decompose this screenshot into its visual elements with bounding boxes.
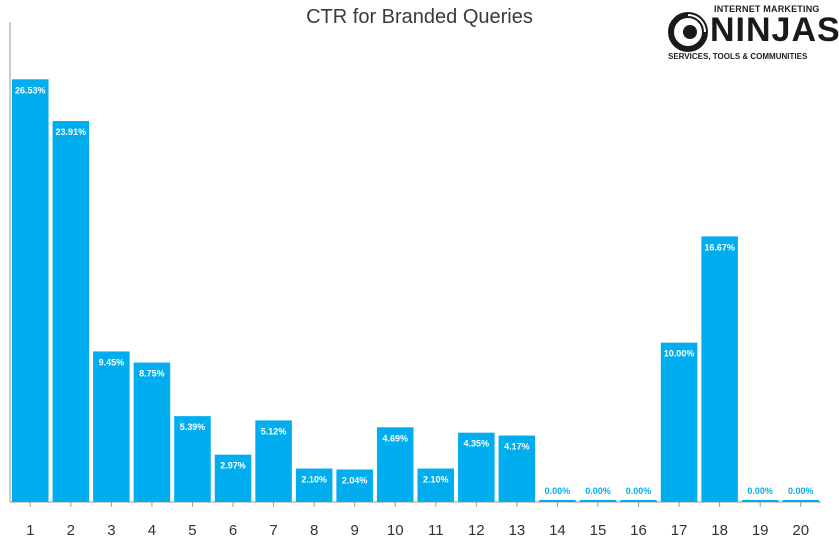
x-tick-label-13: 13	[509, 522, 526, 539]
bar-2	[52, 121, 90, 502]
data-label-13: 4.17%	[504, 442, 530, 452]
logo-main-text: NINJAS	[710, 11, 839, 49]
x-tick-label-20: 20	[792, 522, 809, 539]
x-tick-label-18: 18	[711, 522, 728, 539]
bar-4	[133, 362, 171, 502]
bar-10	[376, 427, 414, 502]
bar-8	[295, 468, 333, 502]
data-label-3: 9.45%	[99, 357, 125, 367]
bar-11	[417, 468, 455, 502]
data-label-15: 0.00%	[585, 486, 611, 496]
data-label-12: 4.35%	[464, 439, 490, 449]
data-label-9: 2.04%	[342, 475, 368, 485]
bar-16	[620, 500, 657, 502]
bar-17	[660, 342, 698, 502]
logo-sub-text: SERVICES, TOOLS & COMMUNITIES	[668, 52, 808, 61]
x-tick-label-17: 17	[671, 522, 688, 539]
data-label-17: 10.00%	[664, 349, 695, 359]
x-tick-label-5: 5	[188, 522, 196, 539]
x-tick-label-12: 12	[468, 522, 485, 539]
x-tick-label-9: 9	[351, 522, 359, 539]
data-label-19: 0.00%	[747, 486, 773, 496]
bar-9	[336, 469, 373, 502]
data-label-7: 5.12%	[261, 426, 287, 436]
data-label-10: 4.69%	[382, 433, 408, 443]
x-tick-label-11: 11	[428, 522, 444, 539]
x-tick-label-19: 19	[752, 522, 769, 539]
bar-5	[174, 416, 211, 502]
x-tick-label-8: 8	[310, 522, 318, 539]
bar-12	[458, 432, 495, 502]
x-tick-label-6: 6	[229, 522, 237, 539]
x-tick-label-4: 4	[148, 522, 156, 539]
bar-20	[782, 500, 819, 502]
data-label-2: 23.91%	[56, 127, 87, 137]
data-label-11: 2.10%	[423, 475, 449, 485]
x-tick-label-1: 1	[26, 522, 34, 539]
bar-7	[255, 420, 292, 502]
data-label-16: 0.00%	[626, 486, 652, 496]
data-label-8: 2.10%	[301, 475, 327, 485]
x-tick-label-16: 16	[630, 522, 647, 539]
logo-top-text: INTERNET MARKETING	[714, 4, 820, 14]
x-tick-label-2: 2	[67, 522, 75, 539]
x-tick-label-7: 7	[269, 522, 277, 539]
bar-15	[579, 500, 617, 502]
bar-13	[498, 435, 536, 502]
data-label-14: 0.00%	[545, 486, 571, 496]
x-tick-label-15: 15	[590, 522, 607, 539]
x-tick-label-10: 10	[387, 522, 404, 539]
chart-title: CTR for Branded Queries	[306, 6, 533, 28]
bar-14	[539, 500, 576, 502]
x-tick-label-14: 14	[549, 522, 566, 539]
data-label-6: 2.97%	[220, 461, 246, 471]
bar-1	[12, 79, 49, 502]
x-tick-label-3: 3	[107, 522, 115, 539]
data-label-20: 0.00%	[788, 486, 814, 496]
bar-6	[214, 454, 252, 502]
bar-18	[701, 236, 738, 502]
data-label-5: 5.39%	[180, 422, 206, 432]
data-label-1: 26.53%	[15, 85, 46, 95]
data-label-18: 16.67%	[704, 242, 735, 252]
bar-3	[93, 351, 130, 502]
spiral-icon	[668, 12, 708, 52]
data-label-4: 8.75%	[139, 369, 165, 379]
bar-19	[741, 500, 779, 502]
company-logo: INTERNET MARKETING NINJAS SERVICES, TOOL…	[668, 4, 839, 64]
